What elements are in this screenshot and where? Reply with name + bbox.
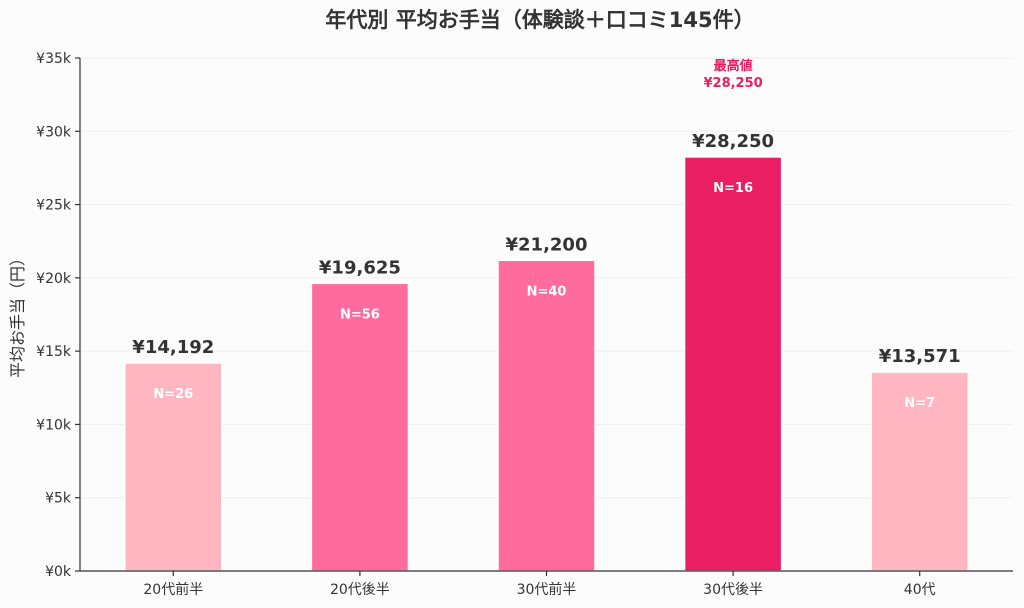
y-axis-label: 平均お手当（円）	[8, 250, 27, 378]
n-label: N=40	[527, 284, 567, 299]
y-tick-label: ¥35k	[36, 51, 72, 67]
y-tick-label: ¥15k	[36, 344, 72, 360]
bar	[497, 259, 596, 572]
y-ticks: ¥0k ¥5k ¥10k ¥15k ¥20k ¥25k ¥30k ¥35k	[36, 51, 80, 580]
y-tick-label: ¥0k	[45, 564, 72, 580]
y-tick-label: ¥5k	[45, 491, 72, 507]
x-ticks: 20代前半 20代後半 30代前半 30代後半 40代	[143, 571, 936, 598]
value-label: ¥14,192	[132, 337, 214, 358]
bar	[310, 282, 410, 572]
data-labels: ¥14,192 N=26 ¥19,625 N=56 ¥21,200 N=40 ¥28,250…	[132, 131, 960, 411]
x-tick-label: 30代前半	[517, 581, 577, 598]
bar	[683, 156, 783, 572]
value-label: ¥21,200	[506, 234, 588, 255]
bar	[870, 371, 969, 572]
value-label: ¥28,250	[692, 131, 774, 152]
annotation-line-2: ¥28,250	[703, 76, 762, 91]
y-tick-label: ¥20k	[36, 271, 72, 287]
n-label: N=56	[340, 307, 380, 322]
chart-title: 年代別 平均お手当（体験談＋口コミ145件）	[325, 8, 754, 32]
y-tick-label: ¥10k	[36, 417, 72, 433]
value-label: ¥13,571	[879, 346, 961, 367]
annotation-line-1: 最高値	[714, 58, 753, 74]
x-tick-label: 20代前半	[143, 581, 203, 598]
x-tick-label: 40代	[904, 582, 936, 598]
n-label: N=7	[904, 396, 935, 411]
x-tick-label: 30代後半	[703, 582, 763, 598]
value-label: ¥19,625	[319, 257, 401, 278]
y-tick-label: ¥25k	[36, 198, 72, 214]
bars	[124, 156, 969, 572]
y-tick-label: ¥30k	[36, 124, 72, 140]
n-label: N=26	[153, 387, 193, 402]
n-label: N=16	[713, 181, 753, 196]
max-annotation: 最高値 ¥28,250	[703, 58, 762, 91]
x-tick-label: 20代後半	[330, 582, 390, 598]
